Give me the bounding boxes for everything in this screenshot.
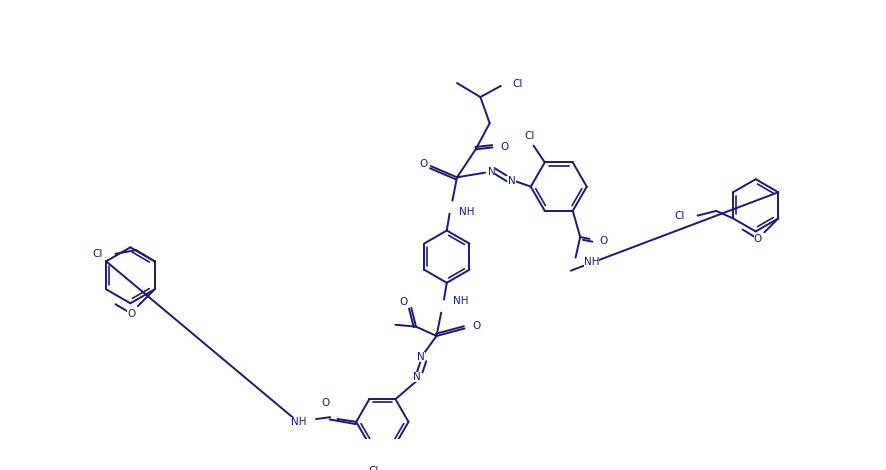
Text: Cl: Cl [673,211,684,220]
Text: NH: NH [291,417,307,427]
Text: O: O [471,321,479,331]
Text: NH: NH [453,297,469,306]
Text: Cl: Cl [524,131,534,141]
Text: O: O [598,236,606,246]
Text: O: O [321,398,330,408]
Text: N: N [413,372,420,382]
Text: N: N [508,176,516,186]
Text: NH: NH [583,257,599,267]
Text: Cl: Cl [511,79,522,89]
Text: O: O [127,309,136,319]
Text: N: N [416,352,424,361]
Text: O: O [400,298,408,307]
Text: O: O [500,142,508,152]
Text: Cl: Cl [92,249,102,259]
Text: NH: NH [458,207,474,217]
Text: N: N [487,167,495,177]
Text: O: O [419,159,427,169]
Text: O: O [753,234,761,244]
Text: Cl: Cl [369,466,378,470]
